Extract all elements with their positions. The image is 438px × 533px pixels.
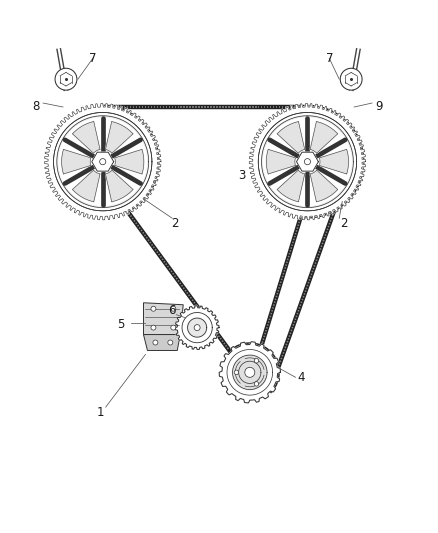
Polygon shape (266, 149, 296, 174)
Text: 7: 7 (89, 52, 96, 65)
Circle shape (171, 325, 176, 330)
Text: 7: 7 (325, 52, 333, 65)
Polygon shape (297, 152, 318, 171)
Polygon shape (249, 103, 366, 220)
Text: 4: 4 (298, 371, 305, 384)
Text: 8: 8 (32, 100, 40, 112)
Polygon shape (144, 335, 180, 351)
Circle shape (234, 370, 239, 375)
Circle shape (100, 159, 106, 165)
Polygon shape (92, 152, 114, 171)
Polygon shape (73, 122, 100, 153)
Text: 1: 1 (97, 406, 105, 418)
Polygon shape (187, 318, 207, 337)
Text: 6: 6 (169, 304, 176, 317)
Polygon shape (175, 306, 219, 350)
Polygon shape (310, 122, 338, 153)
Circle shape (340, 68, 362, 90)
Polygon shape (319, 149, 349, 174)
Circle shape (55, 68, 77, 90)
Polygon shape (45, 103, 161, 220)
Polygon shape (264, 118, 351, 205)
Polygon shape (57, 116, 148, 207)
Polygon shape (106, 122, 133, 153)
Circle shape (245, 367, 255, 377)
Circle shape (151, 306, 156, 311)
Polygon shape (261, 116, 353, 207)
Circle shape (304, 159, 311, 165)
Polygon shape (62, 149, 91, 174)
Circle shape (153, 340, 158, 345)
Circle shape (151, 325, 156, 330)
Text: 3: 3 (238, 169, 246, 182)
Circle shape (254, 359, 259, 363)
Polygon shape (219, 342, 280, 403)
Polygon shape (277, 170, 305, 202)
Polygon shape (115, 149, 144, 174)
Circle shape (194, 325, 200, 330)
Text: 2: 2 (172, 217, 179, 230)
Text: 9: 9 (375, 100, 383, 112)
Polygon shape (73, 170, 100, 202)
Circle shape (171, 306, 176, 311)
Text: 5: 5 (117, 318, 124, 331)
Polygon shape (277, 122, 305, 153)
Polygon shape (59, 118, 146, 205)
Polygon shape (144, 303, 183, 335)
Polygon shape (233, 355, 267, 390)
Circle shape (168, 340, 173, 345)
Text: 2: 2 (340, 217, 348, 230)
Polygon shape (106, 170, 133, 202)
Polygon shape (310, 170, 338, 202)
Circle shape (254, 382, 259, 386)
